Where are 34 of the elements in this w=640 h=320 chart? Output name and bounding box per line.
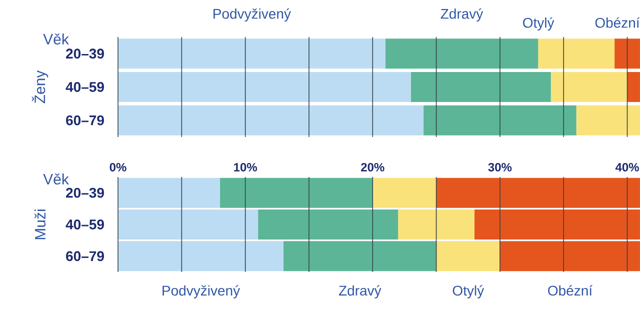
y-tick-label: 60–79: [66, 251, 104, 262]
y-tick-label: 60–79: [66, 115, 104, 126]
bar: [576, 105, 640, 136]
series-label: Otylý: [523, 17, 554, 31]
bar: [118, 105, 424, 136]
y-tick-label: 20–39: [66, 188, 104, 198]
x-tick-label: 10%: [234, 162, 258, 172]
y-tick-label: 40–59: [66, 220, 104, 230]
bar: [118, 38, 386, 69]
series-label: Zdravý: [440, 8, 484, 22]
bar: [385, 38, 538, 69]
text: Věk: [43, 33, 69, 45]
bar: [627, 72, 640, 102]
series-label: Obézní: [595, 17, 640, 28]
series-label: Obézní: [548, 285, 592, 296]
series-label: Otylý: [452, 285, 484, 298]
y-tick-label: 20–39: [66, 48, 104, 59]
text: Věk: [43, 173, 69, 185]
series-label: Podvyživený: [162, 285, 240, 298]
y-tick-label: 40–59: [66, 82, 104, 92]
x-tick-label: 30%: [488, 162, 512, 172]
x-tick-label: 40%: [615, 162, 639, 172]
series-label: Zdravý: [338, 285, 382, 298]
bar: [550, 72, 628, 102]
bar: [538, 38, 615, 69]
bar: [118, 72, 411, 102]
y-axis-title: Muži: [34, 210, 46, 240]
bar: [410, 72, 551, 102]
x-tick-label: 0%: [110, 162, 126, 172]
series-label: Podvyživený: [214, 8, 291, 22]
bar: [614, 38, 640, 69]
y-axis-title: Ženy: [32, 70, 48, 104]
x-tick-label: 20%: [361, 162, 384, 172]
bar: [424, 105, 576, 136]
